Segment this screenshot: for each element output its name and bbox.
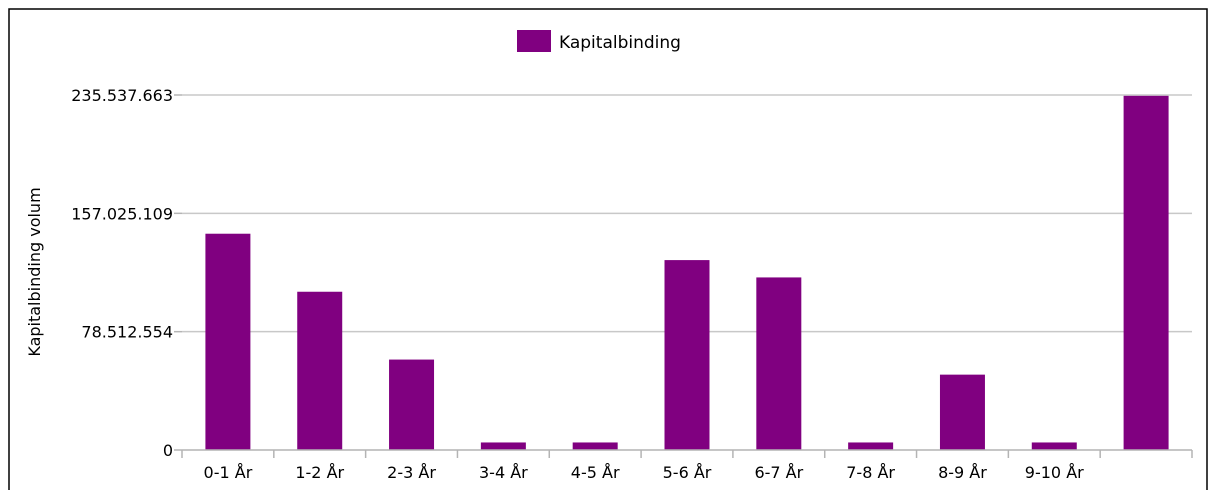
x-tick-label: 3-4 År: [479, 463, 528, 482]
axes: [181, 449, 1193, 458]
y-tick-label: 0: [163, 441, 173, 460]
bar: [664, 260, 710, 450]
bar: [1123, 95, 1169, 450]
x-tick-label: 6-7 År: [754, 463, 803, 482]
y-tick-label: 157.025.109: [71, 204, 173, 223]
x-tick-label: 8-9 År: [938, 463, 987, 482]
bar: [939, 374, 985, 450]
y-tick-label: 78.512.554: [81, 323, 173, 342]
x-tick-label: 4-5 År: [571, 463, 620, 482]
y-axis-title: Kapitalbinding volum: [25, 187, 44, 356]
bar: [480, 442, 526, 450]
bar: [572, 442, 618, 450]
bar: [756, 277, 802, 450]
bar: [1031, 442, 1077, 450]
legend-label: Kapitalbinding: [559, 33, 681, 53]
y-tick-label: 235.537.663: [71, 86, 173, 105]
x-tick-label: 1-2 År: [295, 463, 344, 482]
bar: [389, 359, 435, 450]
bar: [205, 233, 251, 450]
bar: [297, 291, 343, 450]
x-tick-label: 0-1 År: [204, 463, 253, 482]
bar: [848, 442, 894, 450]
bars: [205, 95, 1169, 450]
tick-labels: 0 78.512.554 157.025.109 235.537.663 0-1 År 1…: [71, 86, 1084, 482]
x-tick-label: 2-3 År: [387, 463, 436, 482]
x-tick-label: 9-10 År: [1025, 463, 1084, 482]
x-tick-label: 7-8 År: [846, 463, 895, 482]
legend: Kapitalbinding: [517, 30, 681, 53]
x-tick-label: 5-6 År: [663, 463, 712, 482]
chart-frame: [8, 8, 1208, 490]
legend-swatch: [517, 30, 551, 52]
